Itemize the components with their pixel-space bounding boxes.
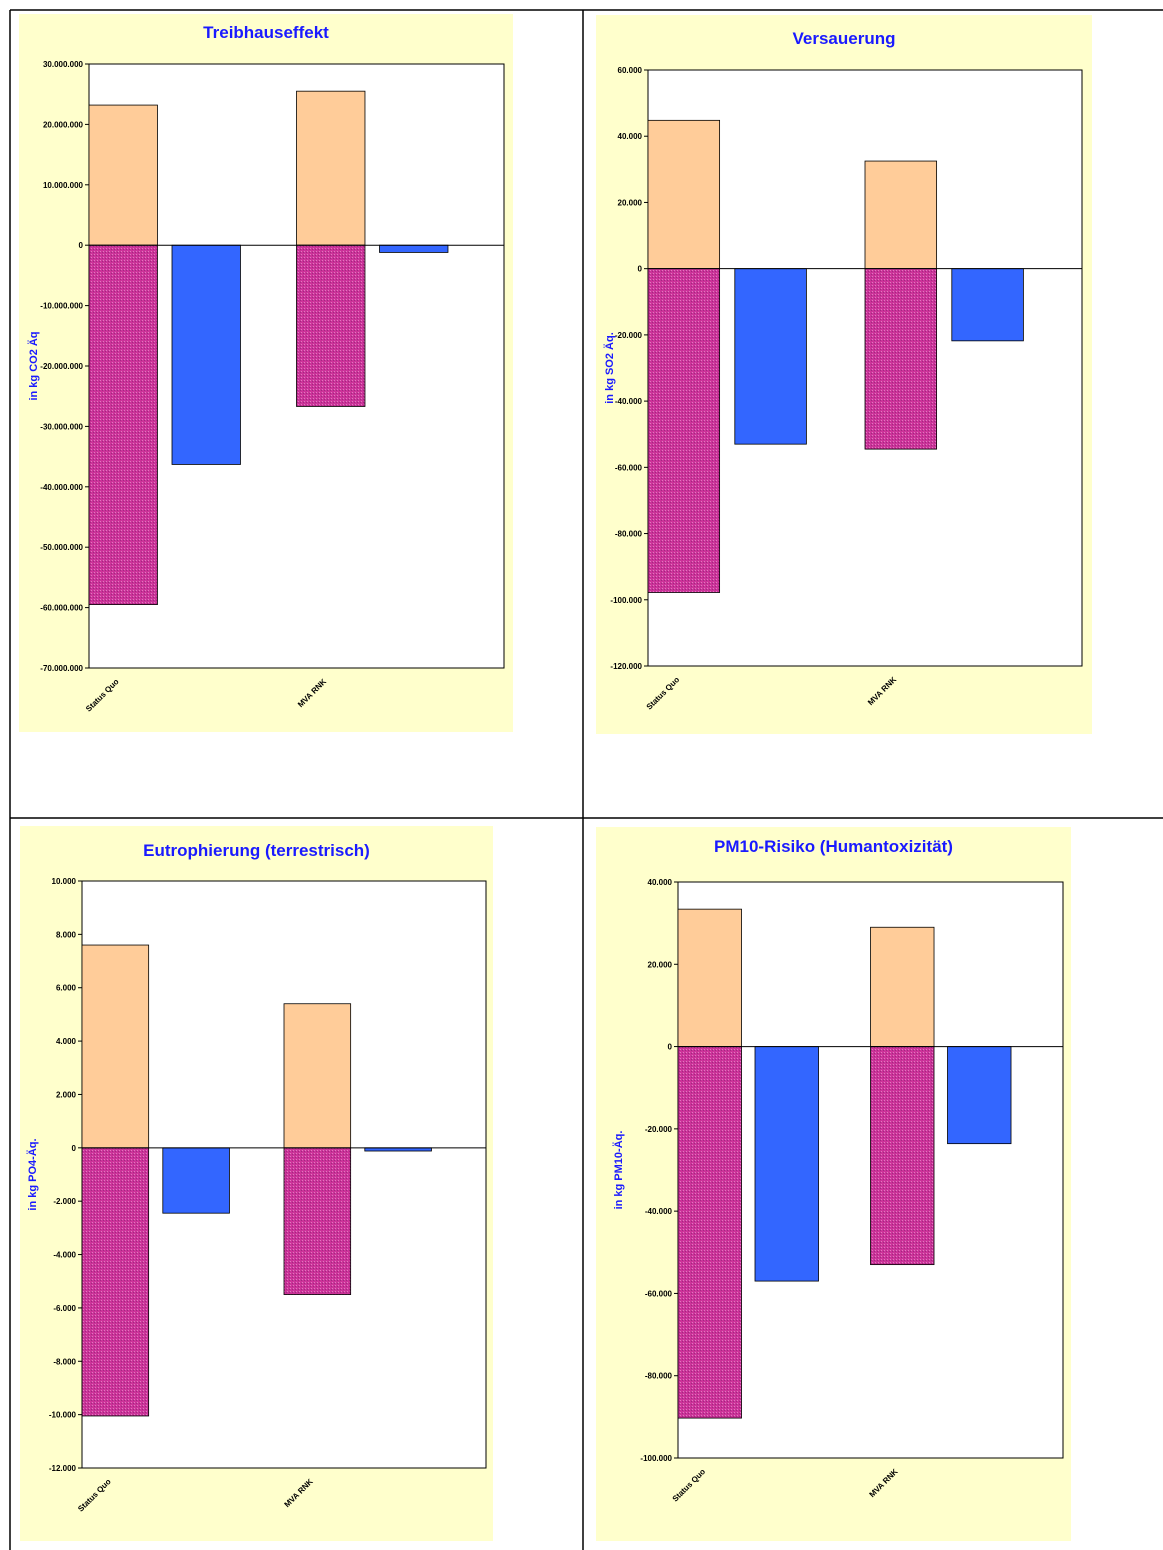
chart-panel-treibhauseffekt: Treibhauseffekt in kg CO2 Äq 30.000.000 20.…: [19, 14, 513, 732]
y-tick-label: 30.000.000: [43, 60, 84, 69]
bar: [677, 1046, 742, 1419]
x-category-label: Status Quo: [84, 677, 121, 714]
y-tick-label: 10.000: [52, 877, 77, 886]
y-tick-label: -8.000: [53, 1357, 76, 1366]
bar: [864, 268, 938, 450]
y-tick-label: -10.000.000: [40, 302, 83, 311]
y-tick-label: -100.000: [610, 596, 642, 605]
bar: [296, 244, 366, 407]
y-tick-label: 10.000.000: [43, 181, 84, 190]
bar: [283, 1003, 352, 1149]
y-tick-label: 2.000: [56, 1090, 77, 1099]
bar: [171, 244, 241, 465]
y-axis-label: in kg SO2 Äq.: [603, 332, 616, 404]
y-tick-label: -30.000.000: [40, 422, 83, 431]
y-tick-label: 0: [638, 265, 643, 274]
x-category-label: MVA RNK: [296, 677, 328, 709]
chart-title: Versauerung: [793, 29, 896, 48]
y-tick-label: -120.000: [610, 662, 642, 671]
bar: [88, 244, 158, 605]
y-tick-label: -12.000: [49, 1464, 77, 1473]
bar: [81, 1147, 150, 1417]
chart-title: Treibhauseffekt: [203, 23, 329, 42]
y-tick-label: 40.000: [648, 878, 673, 887]
bar: [864, 160, 938, 270]
y-tick-label: 8.000: [56, 930, 77, 939]
bar: [647, 268, 721, 593]
y-tick-label: 20.000: [618, 198, 643, 207]
bar: [379, 244, 449, 253]
y-tick-label: -2.000: [53, 1197, 76, 1206]
y-tick-label: 60.000: [618, 66, 643, 75]
chart-panel-versauerung: Versauerung in kg SO2 Äq. 60.000 40.000 20.0…: [596, 15, 1092, 734]
y-tick-label: -20.000: [615, 331, 643, 340]
chart-versauerung: Versauerung in kg SO2 Äq. 60.000 40.000 20.0…: [603, 29, 1083, 712]
bar: [870, 1046, 935, 1266]
bar: [283, 1147, 352, 1295]
x-category-label: MVA RNK: [283, 1477, 315, 1509]
y-axis-label: in kg CO2 Äq: [27, 331, 40, 400]
y-tick-label: -10.000: [49, 1411, 77, 1420]
y-tick-label: -80.000: [615, 530, 643, 539]
y-tick-label: 6.000: [56, 984, 77, 993]
y-tick-label: -70.000.000: [40, 664, 83, 673]
y-tick-label: 0: [79, 241, 84, 250]
y-tick-label: -40.000: [615, 397, 643, 406]
y-axis-label: in kg PO4-Äq.: [26, 1138, 39, 1210]
y-tick-label: -50.000.000: [40, 543, 83, 552]
y-tick-label: 0: [668, 1043, 673, 1052]
bar: [754, 1046, 819, 1282]
bar: [296, 90, 366, 246]
y-tick-label: -20.000: [645, 1125, 673, 1134]
y-tick-label: 40.000: [618, 132, 643, 141]
bar: [734, 268, 807, 445]
bar: [88, 104, 158, 246]
y-tick-label: 0: [72, 1144, 77, 1153]
y-tick-label: -100.000: [640, 1454, 672, 1463]
y-tick-label: -60.000.000: [40, 604, 83, 613]
y-tick-label: -6.000: [53, 1304, 76, 1313]
bar: [870, 926, 935, 1047]
chart-title: PM10-Risiko (Humantoxizität): [714, 837, 953, 856]
x-category-label: Status Quo: [671, 1467, 708, 1504]
bar: [951, 268, 1024, 342]
chart-eutrophierung: Eutrophierung (terrestrisch) in kg PO4-Äq…: [26, 841, 487, 1514]
chart-panel-pm10: PM10-Risiko (Humantoxizität) in kg PM10-Ä…: [596, 827, 1071, 1541]
y-axis-label: in kg PM10-Äq.: [612, 1131, 625, 1210]
y-tick-label: -4.000: [53, 1251, 76, 1260]
bar: [677, 908, 742, 1047]
y-tick-label: -20.000.000: [40, 362, 83, 371]
y-tick-label: 4.000: [56, 1037, 77, 1046]
chart-title: Eutrophierung (terrestrisch): [143, 841, 370, 860]
x-category-label: MVA RNK: [866, 675, 898, 707]
chart-panel-eutrophierung: Eutrophierung (terrestrisch) in kg PO4-Äq…: [20, 826, 493, 1541]
bar: [647, 119, 721, 270]
chart-pm10: PM10-Risiko (Humantoxizität) in kg PM10-Ä…: [612, 837, 1064, 1504]
x-category-label: Status Quo: [645, 675, 682, 712]
y-tick-label: -60.000: [615, 463, 643, 472]
y-tick-label: -60.000: [645, 1289, 673, 1298]
y-tick-label: -80.000: [645, 1372, 673, 1381]
x-category-label: MVA RNK: [868, 1467, 900, 1499]
y-tick-label: -40.000: [645, 1207, 673, 1216]
y-tick-label: 20.000.000: [43, 120, 84, 129]
x-category-label: Status Quo: [76, 1477, 113, 1514]
chart-treibhauseffekt: Treibhauseffekt in kg CO2 Äq 30.000.000 20.…: [27, 23, 505, 714]
y-tick-label: 20.000: [648, 960, 673, 969]
bar: [81, 944, 150, 1149]
bar: [162, 1147, 230, 1214]
y-tick-label: -40.000.000: [40, 483, 83, 492]
bar: [947, 1046, 1012, 1145]
